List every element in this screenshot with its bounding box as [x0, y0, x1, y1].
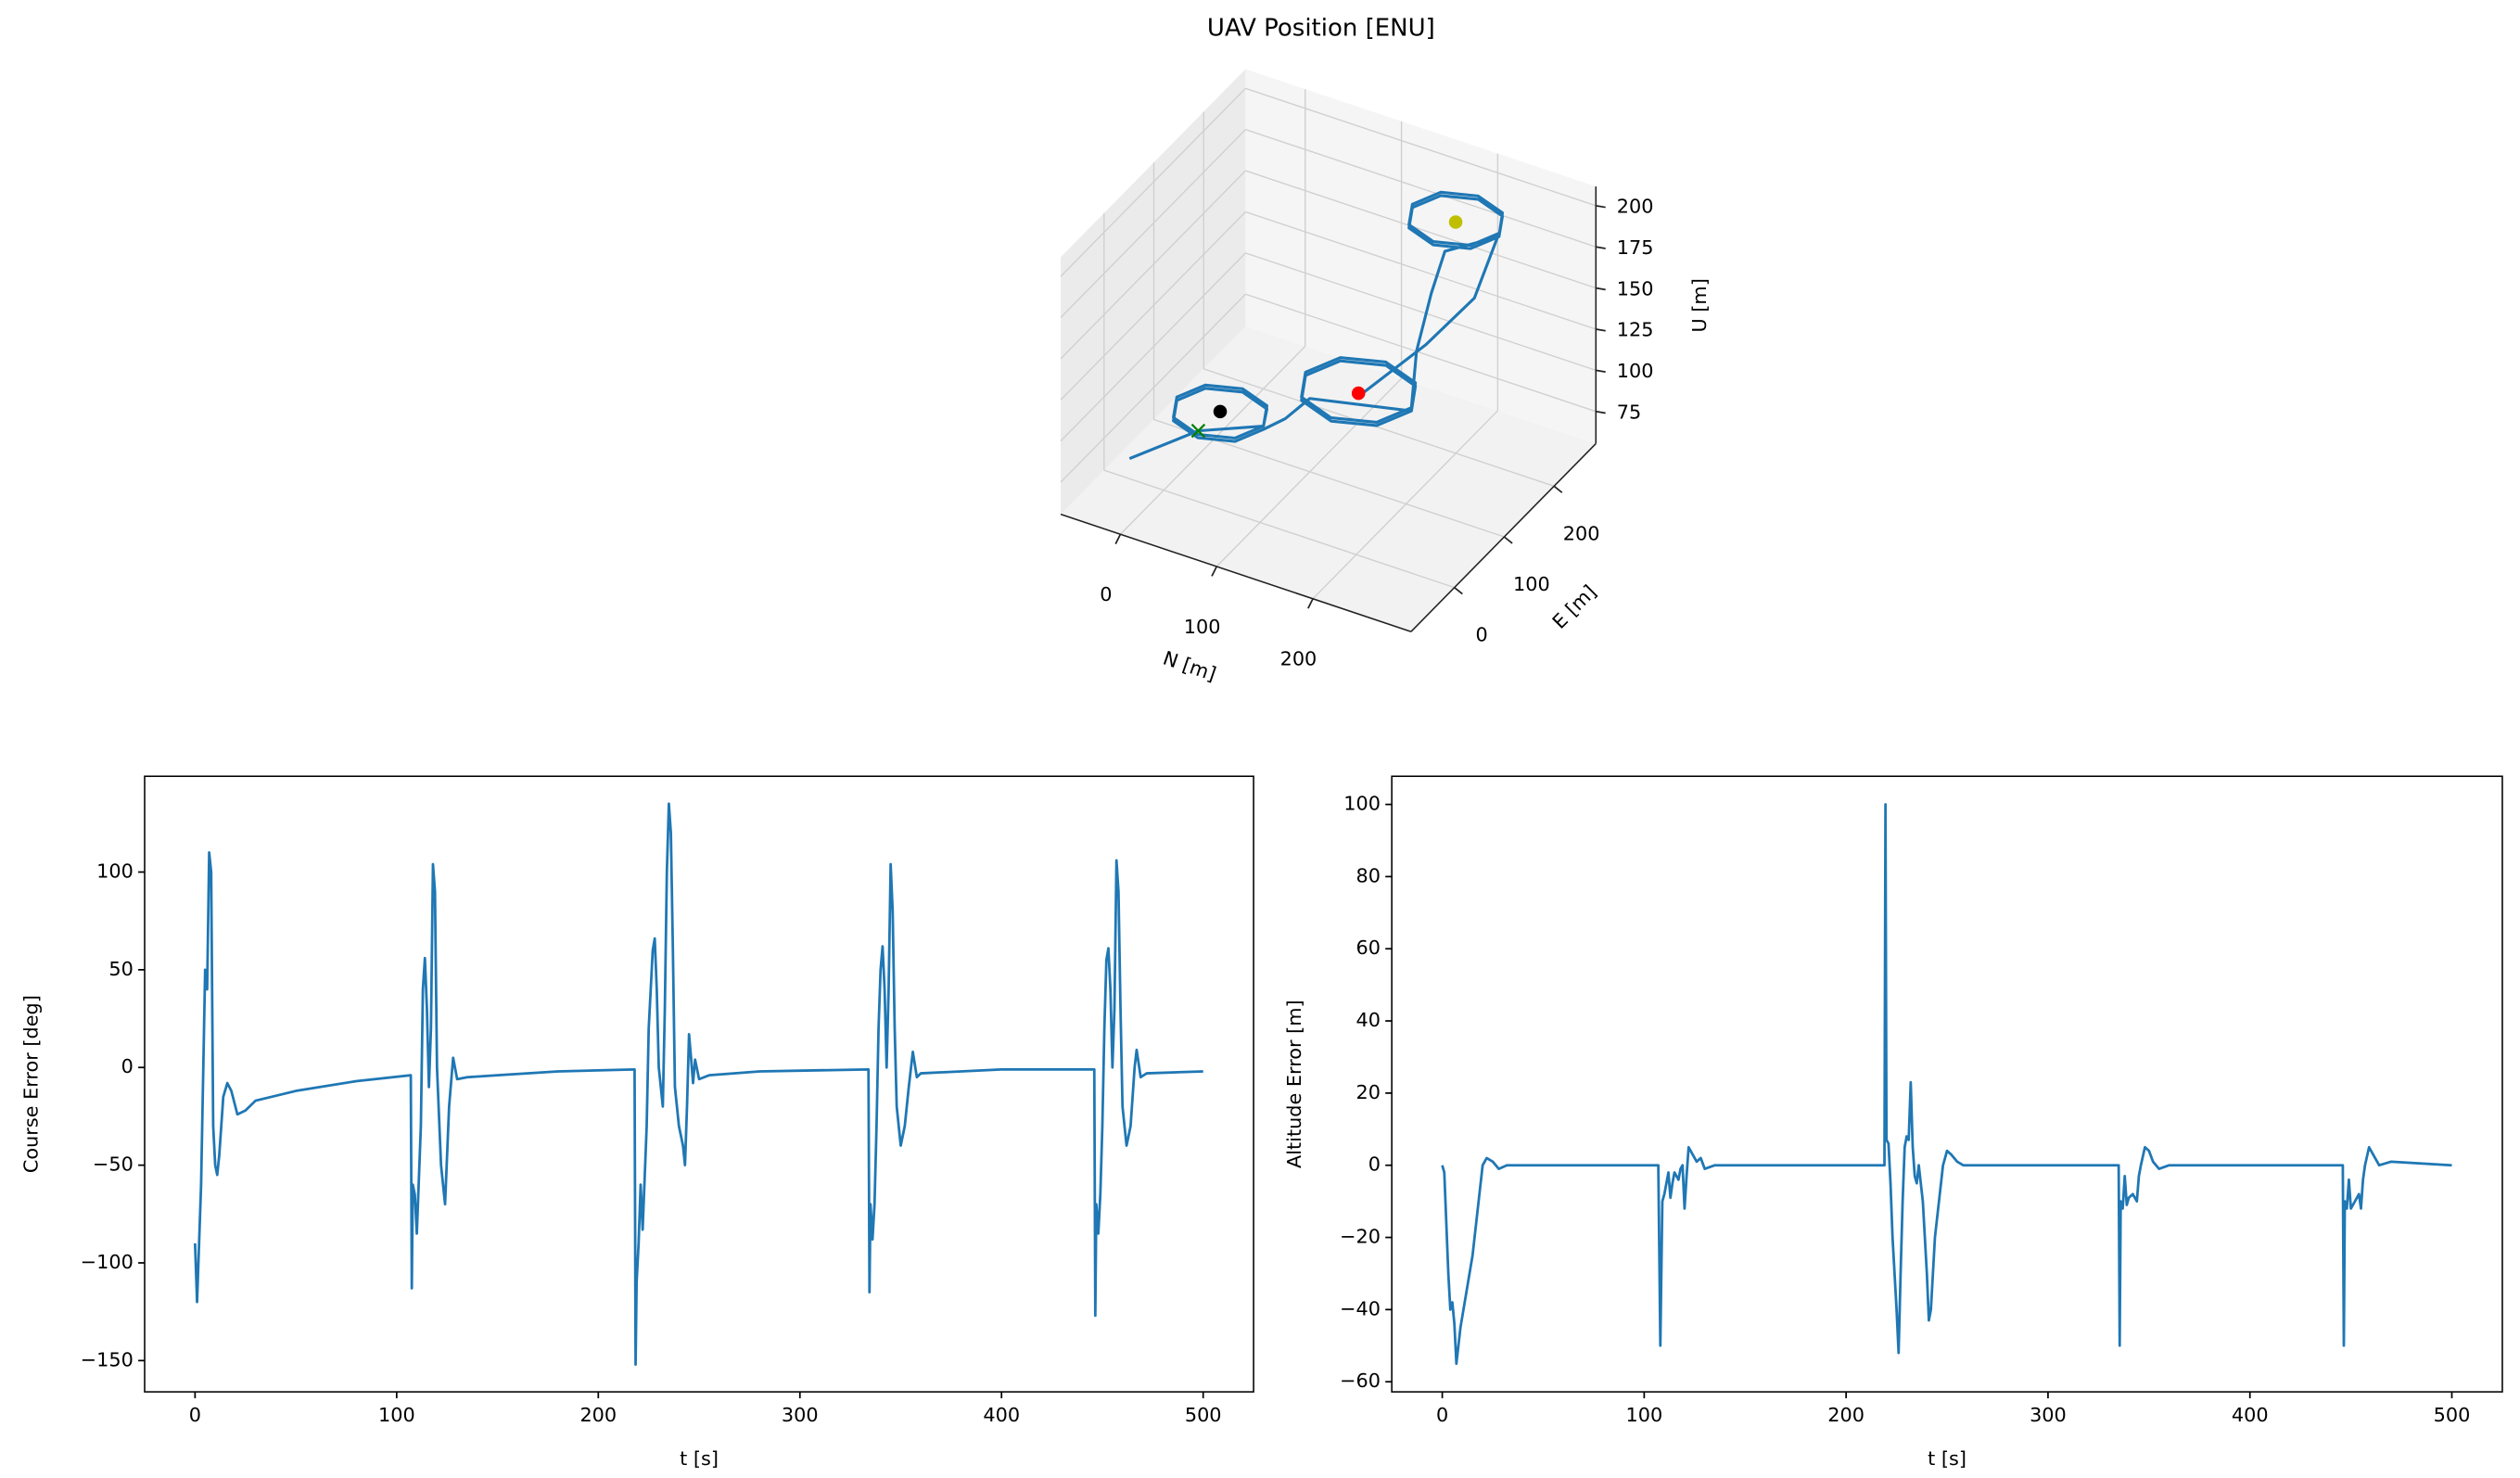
x-tick-label: 200 [579, 1404, 617, 1426]
x-axis-label: t [s] [1928, 1447, 1966, 1470]
x-tick-label: 300 [782, 1404, 819, 1426]
x-tick-label: 200 [1280, 648, 1317, 670]
back-pane [1245, 69, 1597, 444]
data-line [1441, 803, 2452, 1366]
marker-point [1448, 215, 1463, 229]
y-tick-label: −60 [1340, 1370, 1381, 1392]
z-tick-label: 150 [1617, 277, 1654, 299]
floor-pane [1061, 325, 1597, 632]
y-tick-label: 100 [96, 860, 134, 882]
marker-point [1213, 404, 1228, 419]
x-tick-label: 500 [1185, 1404, 1222, 1426]
y-tick-label: 0 [1368, 1153, 1381, 1176]
grid-line [1245, 87, 1597, 207]
y-tick-label: 50 [108, 958, 133, 980]
y-tick-label: −50 [93, 1153, 134, 1176]
z-tick [1596, 410, 1606, 414]
grid-line [1245, 129, 1597, 248]
y-tick-label: −40 [1340, 1297, 1381, 1319]
x-tick-label: 400 [983, 1404, 1020, 1426]
z-tick-label: 125 [1617, 319, 1654, 341]
y-tick-label: 100 [1343, 793, 1381, 815]
y-axis-label: Altitude Error [m] [1283, 1000, 1305, 1168]
x-tick-label: 100 [378, 1404, 415, 1426]
grid-line [1060, 252, 1246, 442]
y-tick-label: 200 [1563, 522, 1600, 544]
x-tick-label: 300 [2030, 1404, 2067, 1426]
x-tick-label: 500 [2434, 1404, 2471, 1426]
x-tick-label: 200 [1827, 1404, 1865, 1426]
data-line [193, 802, 1203, 1366]
x-tick [1307, 598, 1314, 609]
z-tick [1596, 246, 1606, 249]
grid-line [1245, 170, 1597, 289]
y-axis-label: E [m] [1548, 580, 1601, 633]
x-tick-label: 400 [2232, 1404, 2269, 1426]
y-tick-label: −150 [81, 1348, 134, 1370]
y-tick-label: 0 [1476, 624, 1488, 646]
x-tick [1114, 533, 1122, 545]
marker-point [1351, 386, 1366, 401]
z-tick-label: 100 [1617, 360, 1654, 382]
grid-line [1060, 293, 1246, 483]
y-tick-label: 0 [121, 1055, 134, 1077]
figure-title: UAV Position [ENU] [1207, 15, 1435, 43]
y-tick-label: 60 [1356, 936, 1381, 959]
z-tick [1596, 369, 1606, 373]
grid-line [1060, 129, 1246, 318]
x-axis-label: N [m] [1160, 647, 1218, 686]
z-tick [1596, 204, 1606, 209]
left-pane [1061, 69, 1246, 515]
x-axis-label: t [s] [680, 1447, 719, 1470]
grid-line [1312, 410, 1498, 600]
z-tick-label: 175 [1617, 236, 1654, 259]
z-axis-label: U [m] [1688, 278, 1711, 332]
x-tick [1211, 566, 1218, 577]
trajectory [1128, 190, 1505, 461]
z-tick-label: 200 [1617, 196, 1654, 218]
grid-line [1203, 368, 1555, 487]
y-axis-label: Course Error [deg] [20, 995, 43, 1173]
plot-frame [1391, 775, 2503, 1393]
y-tick [1503, 536, 1513, 544]
grid-line [1245, 252, 1597, 372]
grid-line [1103, 469, 1455, 589]
x-tick-label: 0 [1100, 583, 1112, 605]
marker-x [1190, 423, 1206, 439]
grid-line [1245, 293, 1597, 413]
grid-line [1060, 87, 1246, 277]
x-tick-label: 100 [1184, 616, 1221, 638]
grid-line [1060, 170, 1246, 360]
x-tick-label: 0 [1436, 1404, 1448, 1426]
grid-line [1245, 210, 1597, 330]
y-tick-label: 80 [1356, 864, 1381, 886]
z-tick [1596, 287, 1606, 291]
y-tick-label: 100 [1513, 573, 1550, 595]
y-tick [1454, 586, 1463, 595]
grid-line [1215, 377, 1403, 567]
y-tick-label: −20 [1340, 1226, 1381, 1248]
x-tick-label: 0 [189, 1404, 201, 1426]
y-axis-line [1410, 442, 1597, 632]
y-tick-label: 40 [1356, 1009, 1381, 1031]
plot-frame [144, 775, 1254, 1393]
z-tick-label: 75 [1617, 401, 1641, 424]
z-tick [1596, 328, 1606, 332]
grid-line [1060, 210, 1246, 401]
y-tick-label: −100 [81, 1251, 134, 1273]
x-tick-label: 100 [1626, 1404, 1663, 1426]
x-axis-line [1060, 513, 1412, 632]
y-tick [1553, 485, 1563, 493]
y-tick-label: 20 [1356, 1081, 1381, 1103]
